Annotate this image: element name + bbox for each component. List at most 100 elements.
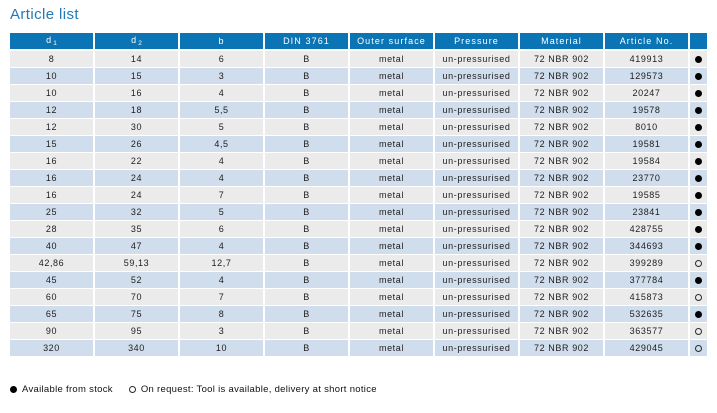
cell-din: B (265, 204, 350, 221)
cell-d2: 22 (95, 153, 180, 170)
cell-b: 6 (180, 221, 265, 238)
cell-material: 72 NBR 902 (520, 272, 605, 289)
cell-material: 72 NBR 902 (520, 102, 605, 119)
cell-d2: 30 (95, 119, 180, 136)
cell-b: 5 (180, 119, 265, 136)
cell-outer_surface: metal (350, 272, 435, 289)
cell-d2: 15 (95, 68, 180, 85)
stock-available-dot-icon (695, 107, 702, 115)
cell-d2: 75 (95, 306, 180, 323)
cell-material: 72 NBR 902 (520, 51, 605, 68)
cell-d2: 32 (95, 204, 180, 221)
cell-material: 72 NBR 902 (520, 238, 605, 255)
stock-available-dot-icon (695, 73, 702, 81)
cell-outer_surface: metal (350, 221, 435, 238)
cell-article_no: 399289 (605, 255, 690, 272)
stock-available-dot-icon (695, 175, 702, 183)
cell-material: 72 NBR 902 (520, 340, 605, 357)
cell-pressure: un-pressurised (435, 306, 520, 323)
cell-article_no: 19581 (605, 136, 690, 153)
cell-outer_surface: metal (350, 102, 435, 119)
cell-stock (690, 68, 707, 85)
cell-d2: 24 (95, 187, 180, 204)
cell-pressure: un-pressurised (435, 68, 520, 85)
cell-pressure: un-pressurised (435, 289, 520, 306)
cell-d1: 320 (10, 340, 95, 357)
cell-outer_surface: metal (350, 204, 435, 221)
cell-stock (690, 136, 707, 153)
cell-d1: 8 (10, 51, 95, 68)
cell-article_no: 532635 (605, 306, 690, 323)
cell-b: 7 (180, 187, 265, 204)
cell-outer_surface: metal (350, 51, 435, 68)
cell-material: 72 NBR 902 (520, 306, 605, 323)
cell-d1: 15 (10, 136, 95, 153)
cell-b: 4 (180, 153, 265, 170)
cell-article_no: 19585 (605, 187, 690, 204)
legend-available: Available from stock (10, 384, 113, 395)
cell-d2: 18 (95, 102, 180, 119)
open-dot-icon (128, 386, 136, 393)
cell-stock (690, 221, 707, 238)
cell-b: 4 (180, 272, 265, 289)
cell-d2: 14 (95, 51, 180, 68)
cell-outer_surface: metal (350, 85, 435, 102)
cell-article_no: 429045 (605, 340, 690, 357)
column-header-material: Material (520, 33, 605, 51)
cell-outer_surface: metal (350, 289, 435, 306)
column-header-subscript: 1 (53, 40, 57, 47)
stock-available-dot-icon (695, 90, 702, 98)
cell-stock (690, 238, 707, 255)
cell-outer_surface: metal (350, 119, 435, 136)
cell-din: B (265, 306, 350, 323)
cell-material: 72 NBR 902 (520, 153, 605, 170)
column-header-article_no: Article No. (605, 33, 690, 51)
cell-stock (690, 204, 707, 221)
cell-din: B (265, 238, 350, 255)
cell-outer_surface: metal (350, 136, 435, 153)
cell-d1: 16 (10, 170, 95, 187)
cell-d2: 59,13 (95, 255, 180, 272)
legend-available-label: Available from stock (22, 384, 113, 395)
cell-article_no: 363577 (605, 323, 690, 340)
cell-d1: 12 (10, 102, 95, 119)
cell-d2: 16 (95, 85, 180, 102)
cell-article_no: 344693 (605, 238, 690, 255)
cell-din: B (265, 119, 350, 136)
legend-on-request: On request: Tool is available, delivery … (128, 384, 377, 395)
cell-material: 72 NBR 902 (520, 289, 605, 306)
cell-din: B (265, 68, 350, 85)
cell-stock (690, 170, 707, 187)
stock-available-dot-icon (695, 124, 702, 132)
table-header-row: d1 d2 b DIN 3761 Outer surface Pressure Materi… (10, 33, 707, 51)
cell-d1: 60 (10, 289, 95, 306)
cell-b: 6 (180, 51, 265, 68)
legend-on-request-label: On request: Tool is available, delivery … (140, 384, 377, 395)
cell-pressure: un-pressurised (435, 272, 520, 289)
cell-outer_surface: metal (350, 187, 435, 204)
cell-article_no: 20247 (605, 85, 690, 102)
cell-stock (690, 119, 707, 136)
cell-pressure: un-pressurised (435, 102, 520, 119)
article-table: d1 d2 b DIN 3761 Outer surface Pressure Materi… (10, 33, 707, 357)
cell-pressure: un-pressurised (435, 51, 520, 68)
cell-b: 12,7 (180, 255, 265, 272)
cell-d1: 40 (10, 238, 95, 255)
column-header-d2: d2 (95, 33, 180, 51)
cell-pressure: un-pressurised (435, 323, 520, 340)
cell-din: B (265, 136, 350, 153)
cell-stock (690, 340, 707, 357)
cell-d2: 35 (95, 221, 180, 238)
cell-d2: 47 (95, 238, 180, 255)
cell-article_no: 23770 (605, 170, 690, 187)
cell-d2: 24 (95, 170, 180, 187)
cell-d2: 26 (95, 136, 180, 153)
cell-d2: 52 (95, 272, 180, 289)
cell-stock (690, 255, 707, 272)
